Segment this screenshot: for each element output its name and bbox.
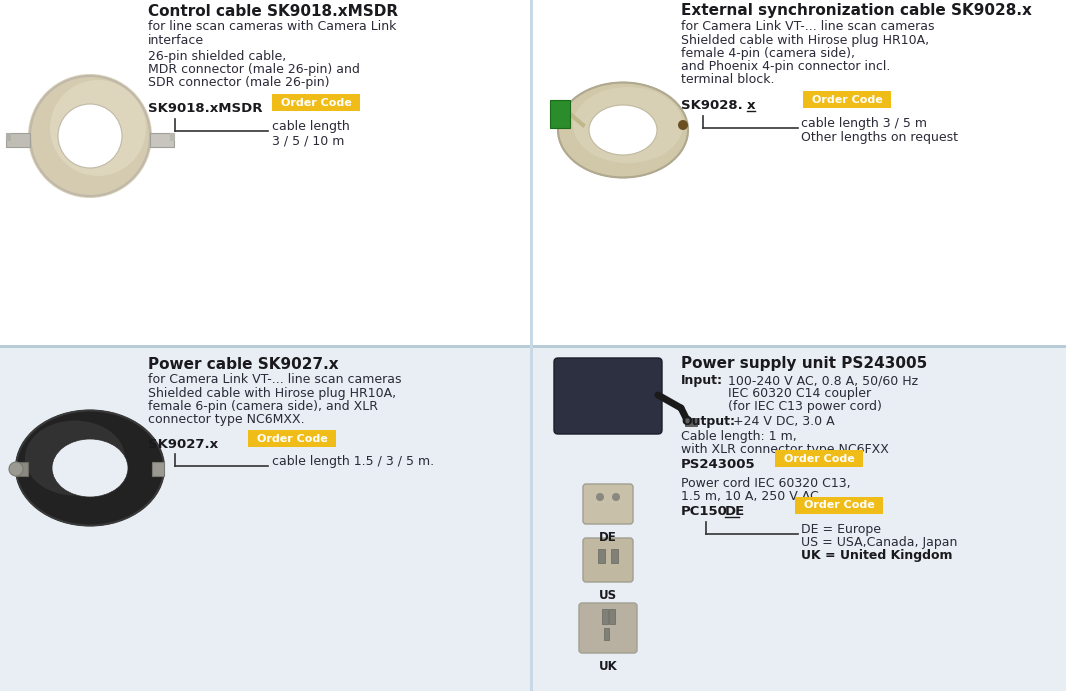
Text: Power cable SK9027.x: Power cable SK9027.x [148,357,339,372]
FancyBboxPatch shape [583,484,633,524]
Text: for line scan cameras with Camera Link: for line scan cameras with Camera Link [148,20,397,33]
Text: cable length 1.5 / 3 / 5 m.: cable length 1.5 / 3 / 5 m. [272,455,434,468]
Text: Order Code: Order Code [257,433,327,444]
Text: cable length 3 / 5 m: cable length 3 / 5 m [801,117,927,130]
Bar [604,628,609,640]
Text: for Camera Link VT-... line scan cameras: for Camera Link VT-... line scan cameras [681,20,935,33]
Bar [6,133,11,141]
Text: +24 V DC, 3.0 A: +24 V DC, 3.0 A [733,415,835,428]
Bar [16,462,28,476]
Bar [803,91,891,108]
Bar [152,462,164,476]
Text: (for IEC C13 power cord): (for IEC C13 power cord) [728,400,882,413]
Text: Order Code: Order Code [280,97,352,108]
FancyBboxPatch shape [579,603,637,653]
Text: PS243005: PS243005 [681,458,756,471]
Text: 26-pin shielded cable,: 26-pin shielded cable, [148,50,287,63]
Text: 1.5 m, 10 A, 250 V AC: 1.5 m, 10 A, 250 V AC [681,490,819,503]
Circle shape [58,104,122,168]
Ellipse shape [558,82,688,178]
Bar [550,100,570,128]
Text: SK9028.: SK9028. [681,99,743,112]
Ellipse shape [25,421,125,495]
Text: terminal block.: terminal block. [681,73,775,86]
Bar [6,133,30,147]
Text: Order Code: Order Code [804,500,874,511]
Text: PC150: PC150 [681,505,728,518]
Bar [611,549,618,563]
FancyBboxPatch shape [583,538,633,582]
Ellipse shape [589,105,657,155]
Text: x: x [747,99,756,112]
Circle shape [30,76,150,196]
FancyBboxPatch shape [554,358,662,434]
Text: connector type NC6MXX.: connector type NC6MXX. [148,413,305,426]
Bar [598,549,605,563]
Text: DE: DE [725,505,745,518]
Text: UK: UK [599,660,617,673]
Text: 3 / 5 / 10 m: 3 / 5 / 10 m [272,134,344,147]
Text: US = USA,Canada, Japan: US = USA,Canada, Japan [801,536,957,549]
Bar [775,450,863,467]
Text: Shielded cable with Hirose plug HR10A,: Shielded cable with Hirose plug HR10A, [148,387,397,400]
Ellipse shape [52,439,128,497]
Circle shape [50,80,146,176]
Text: cable length: cable length [272,120,350,133]
Circle shape [9,462,23,476]
Circle shape [32,78,148,194]
Text: Cable length: 1 m,: Cable length: 1 m, [681,430,796,443]
Text: for Camera Link VT-... line scan cameras: for Camera Link VT-... line scan cameras [148,373,402,386]
Bar [795,497,883,514]
Text: and Phoenix 4-pin connector incl.: and Phoenix 4-pin connector incl. [681,60,890,73]
Text: External synchronization cable SK9028.x: External synchronization cable SK9028.x [681,3,1032,18]
Text: UK = United Kingdom: UK = United Kingdom [801,549,953,562]
Text: Control cable SK9018.xMSDR: Control cable SK9018.xMSDR [148,4,398,19]
Circle shape [678,120,688,130]
Bar [150,133,174,147]
Text: IEC 60320 C14 coupler: IEC 60320 C14 coupler [728,387,871,400]
Circle shape [31,77,149,195]
Text: interface: interface [148,34,204,47]
Bar [609,609,615,624]
Bar [0,345,1066,348]
Text: DE: DE [599,531,617,544]
Text: Output:: Output: [681,415,734,428]
Bar [530,0,533,691]
Text: Order Code: Order Code [811,95,883,104]
Bar [685,418,697,426]
Bar [169,133,175,141]
Circle shape [29,75,151,197]
Ellipse shape [574,87,683,163]
Text: SK9027.x: SK9027.x [148,438,219,451]
Bar [0,345,1066,691]
Text: with XLR connector type NC6FXX: with XLR connector type NC6FXX [681,443,889,456]
Text: MDR connector (male 26-pin) and: MDR connector (male 26-pin) and [148,63,360,76]
Text: Power cord IEC 60320 C13,: Power cord IEC 60320 C13, [681,477,851,490]
Text: 100-240 V AC, 0.8 A, 50/60 Hz: 100-240 V AC, 0.8 A, 50/60 Hz [728,374,918,387]
Circle shape [34,80,146,192]
Text: SDR connector (male 26-pin): SDR connector (male 26-pin) [148,76,329,89]
Bar [248,430,336,447]
Text: Power supply unit PS243005: Power supply unit PS243005 [681,356,927,371]
Text: Other lengths on request: Other lengths on request [801,131,958,144]
Circle shape [612,493,620,501]
Ellipse shape [16,410,164,525]
Text: Order Code: Order Code [784,453,854,464]
Text: DE = Europe: DE = Europe [801,523,881,536]
Bar [558,362,658,430]
Text: SK9018.xMSDR: SK9018.xMSDR [148,102,262,115]
Text: Input:: Input: [681,374,723,387]
Text: female 6-pin (camera side), and XLR: female 6-pin (camera side), and XLR [148,400,378,413]
Text: female 4-pin (camera side),: female 4-pin (camera side), [681,47,855,60]
Circle shape [28,74,152,198]
Bar [602,609,608,624]
Circle shape [30,76,150,196]
Text: Shielded cable with Hirose plug HR10A,: Shielded cable with Hirose plug HR10A, [681,34,930,47]
Circle shape [33,79,147,193]
Text: US: US [599,589,617,602]
Circle shape [596,493,604,501]
Bar [0,0,1066,345]
Bar [272,94,360,111]
